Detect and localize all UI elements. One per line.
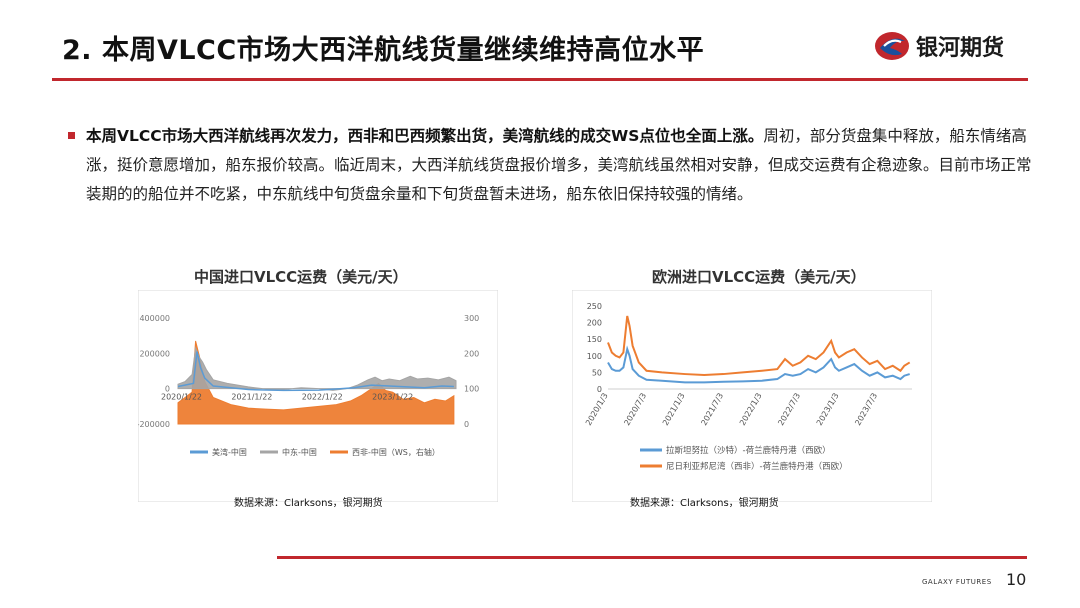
chart1-ytick-right: 300 [464, 314, 479, 323]
chart2-ytick: 100 [587, 352, 602, 361]
chart2-xtick: 2023/1/3 [815, 392, 841, 428]
galaxy-futures-logo: 银河期货 [872, 26, 1032, 66]
chart1-series-westafrica [177, 340, 455, 425]
chart1-xtick: 2021/1/22 [231, 392, 272, 401]
chart1-title: 中国进口VLCC运费（美元/天） [194, 268, 408, 286]
chart1-ytick-left: 400000 [139, 314, 170, 323]
chart1-ytick-right: 200 [464, 349, 479, 358]
chart1-source: 数据来源：Clarksons，银河期货 [234, 498, 383, 509]
chart1-legend-label: 美湾-中国 [212, 447, 247, 457]
chart1-xtick: 2022/1/22 [302, 392, 343, 401]
chart1-xtick: 2020/1/22 [161, 392, 202, 401]
chart2-source: 数据来源：Clarksons，银河期货 [630, 498, 779, 509]
chart1-ytick-left: -200000 [138, 420, 170, 429]
title-divider [52, 78, 1028, 81]
bullet-marker [68, 132, 75, 139]
chart2-xtick: 2021/7/3 [699, 392, 725, 428]
chart1-xtick: 2023/1/22 [372, 392, 413, 401]
chart2-xtick: 2021/1/3 [661, 392, 687, 428]
chart2-xtick: 2020/7/3 [622, 392, 648, 428]
page-number: 10 [1006, 570, 1027, 589]
chart2-xtick: 2020/1/3 [584, 392, 610, 428]
summary-paragraph: 本周VLCC市场大西洋航线再次发力，西非和巴西频繁出货，美湾航线的成交WS点位也… [86, 122, 1036, 209]
chart2-xtick: 2022/1/3 [738, 392, 764, 428]
chart1-ytick-right: 100 [464, 385, 479, 394]
chart1-series-mideast [177, 346, 457, 391]
chart2-xtick: 2022/7/3 [776, 392, 802, 428]
chart1-ytick-left: 200000 [139, 349, 170, 358]
chart2-ytick: 0 [597, 385, 602, 394]
footer-divider [277, 556, 1027, 559]
summary-text: 周初，部分货盘集中释放，船东情绪高涨，挺价意愿增加，船东报价较高。临近周末，大西… [86, 127, 1032, 203]
slide-title: 2. 本周VLCC市场大西洋航线货量继续维持高位水平 [62, 35, 705, 66]
logo-emblem-icon [875, 32, 909, 60]
summary-bold: 本周VLCC市场大西洋航线再次发力，西非和巴西频繁出货，美湾航线的成交WS点位也… [86, 127, 764, 145]
chart2-ytick: 250 [587, 302, 602, 311]
chart1-series-usgulf [177, 351, 454, 392]
chart1-legend-label: 西非-中国（WS，右轴） [352, 447, 440, 457]
chart1-legend-label: 中东-中国 [282, 447, 317, 457]
chart2-series-1 [607, 315, 911, 377]
chart1-ytick-right: 0 [464, 420, 469, 429]
chart2-title: 欧洲进口VLCC运费（美元/天） [652, 268, 866, 286]
footer-brand: GALAXY FUTURES [922, 578, 992, 586]
chart2-ytick: 150 [587, 335, 602, 344]
chart2-series-0 [607, 345, 910, 384]
chart2-legend-label: 尼日利亚邦尼湾（西非）-荷兰鹿特丹港（西欧） [666, 461, 848, 472]
chart1-ytick-left: 0 [165, 385, 170, 394]
chart2-ytick: 50 [592, 368, 602, 377]
chart2-ytick: 200 [587, 319, 602, 328]
chart2-legend-label: 拉斯坦努拉（沙特）-荷兰鹿特丹港（西欧） [666, 445, 831, 456]
logo-text: 银河期货 [916, 36, 1005, 61]
chart2-xtick: 2023/7/3 [853, 392, 879, 428]
